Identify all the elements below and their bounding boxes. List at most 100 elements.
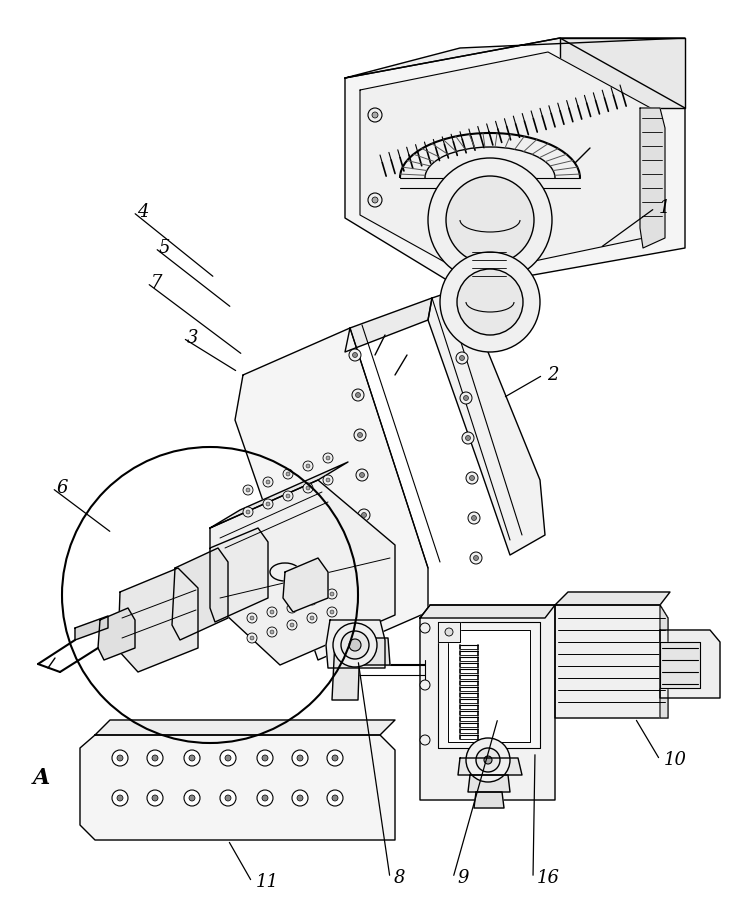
Circle shape [349, 639, 361, 651]
Polygon shape [438, 622, 540, 748]
Circle shape [189, 755, 195, 761]
Text: A: A [33, 767, 51, 789]
Circle shape [189, 795, 195, 801]
Circle shape [458, 271, 472, 285]
Circle shape [263, 499, 273, 509]
Circle shape [184, 790, 200, 806]
Circle shape [484, 756, 492, 764]
Circle shape [270, 610, 274, 614]
Circle shape [225, 755, 231, 761]
Text: 16: 16 [537, 869, 560, 887]
Polygon shape [75, 616, 108, 640]
Text: 5: 5 [159, 239, 171, 257]
Circle shape [420, 735, 430, 745]
Circle shape [267, 607, 277, 617]
Circle shape [327, 750, 343, 766]
Text: 8: 8 [394, 869, 405, 887]
Circle shape [368, 108, 382, 122]
Circle shape [292, 750, 308, 766]
Circle shape [323, 475, 333, 485]
Circle shape [243, 507, 253, 517]
Circle shape [440, 252, 540, 352]
Polygon shape [358, 638, 390, 665]
Circle shape [460, 392, 472, 404]
Polygon shape [640, 108, 665, 248]
Circle shape [310, 598, 314, 602]
Polygon shape [345, 38, 685, 78]
Circle shape [292, 790, 308, 806]
Polygon shape [360, 52, 658, 275]
Circle shape [290, 606, 294, 610]
Circle shape [354, 429, 366, 441]
Circle shape [306, 464, 310, 468]
Circle shape [266, 502, 270, 506]
Circle shape [152, 795, 158, 801]
Circle shape [471, 515, 476, 521]
Circle shape [263, 477, 273, 487]
Circle shape [463, 395, 468, 401]
Polygon shape [428, 288, 545, 555]
Polygon shape [172, 548, 228, 640]
Circle shape [456, 352, 468, 364]
Polygon shape [283, 558, 328, 612]
Polygon shape [660, 642, 700, 688]
Polygon shape [118, 568, 198, 672]
Circle shape [330, 592, 334, 596]
Polygon shape [420, 605, 555, 800]
Circle shape [117, 755, 123, 761]
Circle shape [462, 275, 468, 281]
Circle shape [112, 790, 128, 806]
Polygon shape [326, 620, 385, 668]
Polygon shape [470, 240, 508, 288]
Circle shape [247, 633, 257, 643]
Polygon shape [560, 38, 685, 108]
Polygon shape [210, 480, 395, 665]
Polygon shape [660, 605, 668, 718]
Circle shape [323, 453, 333, 463]
Circle shape [358, 509, 370, 521]
Circle shape [460, 356, 465, 360]
Polygon shape [80, 735, 395, 840]
Circle shape [152, 755, 158, 761]
Circle shape [262, 795, 268, 801]
Circle shape [257, 790, 273, 806]
Circle shape [428, 158, 552, 282]
Circle shape [446, 176, 534, 264]
Circle shape [267, 627, 277, 637]
Polygon shape [474, 792, 504, 808]
Circle shape [257, 750, 273, 766]
Circle shape [184, 750, 200, 766]
Circle shape [358, 433, 363, 437]
Circle shape [287, 620, 297, 630]
Circle shape [332, 795, 338, 801]
Circle shape [220, 790, 236, 806]
Text: 10: 10 [664, 751, 687, 769]
Circle shape [307, 595, 317, 605]
Circle shape [457, 269, 523, 335]
Circle shape [286, 494, 290, 498]
Polygon shape [555, 592, 670, 605]
Polygon shape [438, 622, 460, 642]
Circle shape [356, 469, 368, 481]
Polygon shape [345, 38, 685, 288]
Circle shape [420, 680, 430, 690]
Circle shape [359, 472, 364, 478]
Polygon shape [332, 640, 360, 700]
Circle shape [112, 750, 128, 766]
Circle shape [303, 461, 313, 471]
Circle shape [290, 623, 294, 627]
Circle shape [466, 472, 478, 484]
Circle shape [466, 738, 510, 782]
Text: 2: 2 [547, 366, 559, 384]
Circle shape [445, 628, 453, 636]
Circle shape [470, 476, 474, 481]
Polygon shape [345, 298, 432, 352]
Circle shape [147, 750, 163, 766]
Circle shape [333, 623, 377, 667]
Circle shape [361, 513, 366, 517]
Circle shape [352, 389, 364, 401]
Circle shape [297, 795, 303, 801]
Circle shape [303, 483, 313, 493]
Text: 11: 11 [256, 873, 279, 891]
Circle shape [470, 552, 482, 564]
